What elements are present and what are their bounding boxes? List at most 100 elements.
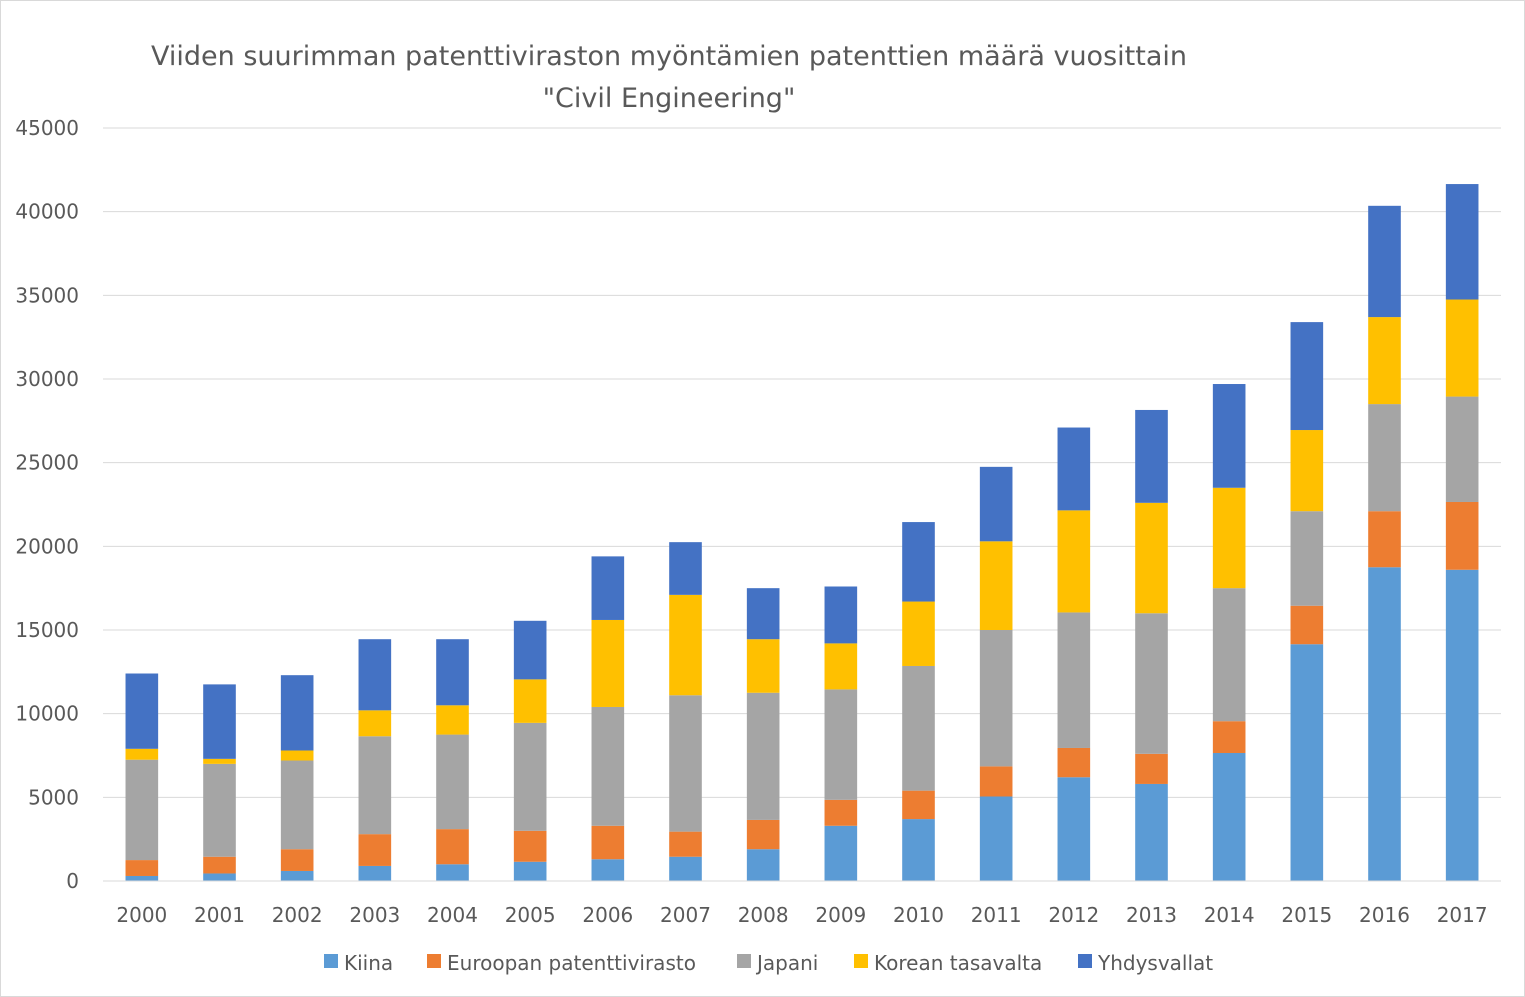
- bar-segment-korean-tasavalta: [280, 750, 314, 761]
- bar-segment-korean-tasavalta: [746, 639, 780, 693]
- bar-segment-japani: [203, 763, 236, 857]
- bar-segment-korean-tasavalta: [1135, 502, 1168, 614]
- chart-title: Viiden suurimman patenttiviraston myöntä…: [151, 41, 1187, 72]
- bar-segment-yhdysvallat: [591, 556, 625, 620]
- bar-segment-euroopan-patenttivirasto: [1290, 605, 1324, 645]
- bar-segment-kiina: [1368, 567, 1401, 881]
- bar-segment-korean-tasavalta: [669, 594, 702, 696]
- bar-segment-kiina: [358, 865, 392, 881]
- bar-segment-korean-tasavalta: [436, 705, 469, 735]
- x-tick-label: 2011: [971, 903, 1022, 927]
- legend-swatch: [427, 954, 441, 968]
- legend-label: Kiina: [344, 951, 393, 975]
- bar-segment-euroopan-patenttivirasto: [591, 825, 625, 860]
- x-tick-label: 2007: [660, 903, 711, 927]
- bar-segment-kiina: [280, 870, 314, 881]
- bar-segment-japani: [591, 706, 625, 826]
- bar-segment-yhdysvallat: [746, 588, 780, 640]
- y-tick-label: 20000: [15, 534, 79, 558]
- bar-segment-yhdysvallat: [902, 522, 935, 602]
- x-axis-ticks: 2000 2001 2002 2003 2004 2005 2006 2007 2008 2009…: [116, 903, 1487, 927]
- legend-label: Euroopan patenttivirasto: [447, 951, 696, 975]
- bar-segment-yhdysvallat: [1368, 205, 1401, 318]
- bar-segment-korean-tasavalta: [125, 748, 159, 760]
- bar-segment-kiina: [1057, 777, 1091, 881]
- bar-segment-kiina: [902, 819, 935, 881]
- bar-segment-euroopan-patenttivirasto: [1212, 721, 1246, 753]
- bar-segment-yhdysvallat: [1057, 427, 1091, 511]
- bar-segment-euroopan-patenttivirasto: [1057, 747, 1091, 778]
- bar-segment-kiina: [1445, 569, 1479, 881]
- x-tick-label: 2010: [893, 903, 944, 927]
- bar-segment-euroopan-patenttivirasto: [902, 790, 935, 820]
- bar-segment-japani: [979, 630, 1013, 767]
- bar-segment-korean-tasavalta: [591, 619, 625, 707]
- bar-segment-korean-tasavalta: [513, 679, 547, 723]
- bar-segment-korean-tasavalta: [1445, 299, 1479, 397]
- x-tick-label: 2015: [1281, 903, 1332, 927]
- legend-swatch: [737, 954, 751, 968]
- bar-segment-euroopan-patenttivirasto: [1445, 501, 1479, 570]
- bar-segment-japani: [280, 760, 314, 850]
- bar-segment-euroopan-patenttivirasto: [513, 830, 547, 862]
- bar-segment-yhdysvallat: [125, 673, 159, 749]
- bar-segment-kiina: [1212, 752, 1246, 881]
- bar-segment-yhdysvallat: [203, 684, 236, 759]
- legend-swatch: [324, 954, 338, 968]
- bar-segment-japani: [125, 759, 159, 861]
- bar-segment-euroopan-patenttivirasto: [824, 799, 858, 826]
- x-tick-label: 2003: [349, 903, 400, 927]
- bar-segment-kiina: [1290, 644, 1324, 881]
- bar-segment-euroopan-patenttivirasto: [669, 831, 702, 857]
- bar-segment-japani: [1212, 588, 1246, 722]
- bar-segment-kiina: [203, 873, 236, 881]
- bar-segment-japani: [1290, 511, 1324, 606]
- x-tick-label: 2014: [1204, 903, 1255, 927]
- legend-swatch: [1078, 954, 1092, 968]
- y-tick-label: 35000: [15, 283, 79, 307]
- bar-segment-korean-tasavalta: [1212, 487, 1246, 589]
- bar-segment-yhdysvallat: [280, 675, 314, 751]
- bar-segment-kiina: [125, 875, 159, 881]
- x-tick-label: 2001: [194, 903, 245, 927]
- bar-segment-japani: [513, 722, 547, 831]
- bar-segment-korean-tasavalta: [1057, 510, 1091, 613]
- gridlines: [103, 127, 1501, 798]
- legend: Kiina Euroopan patenttivirasto Japani Korea…: [324, 951, 1213, 975]
- y-axis-ticks: 0 5000 10000 15000 20000 25000 30000 35000 40000…: [15, 116, 79, 893]
- bar-segment-kiina: [513, 861, 547, 881]
- bar-segment-euroopan-patenttivirasto: [746, 819, 780, 850]
- bar-segment-yhdysvallat: [1445, 184, 1479, 300]
- bar-segment-yhdysvallat: [1212, 384, 1246, 488]
- chart-subtitle: "Civil Engineering": [543, 83, 796, 114]
- bar-segment-kiina: [591, 859, 625, 881]
- bar-segment-yhdysvallat: [1135, 409, 1168, 503]
- x-tick-label: 2005: [505, 903, 556, 927]
- bar-segment-korean-tasavalta: [1368, 317, 1401, 405]
- bar-segment-kiina: [824, 825, 858, 881]
- bar-segment-euroopan-patenttivirasto: [436, 829, 469, 865]
- x-tick-label: 2009: [815, 903, 866, 927]
- bar-segment-korean-tasavalta: [824, 643, 858, 690]
- x-tick-label: 2002: [272, 903, 323, 927]
- x-tick-label: 2006: [582, 903, 633, 927]
- bar-segment-japani: [1135, 613, 1168, 754]
- bar-segment-japani: [669, 695, 702, 832]
- bar-segment-yhdysvallat: [1290, 322, 1324, 431]
- bar-segment-japani: [1057, 612, 1091, 748]
- y-tick-label: 25000: [15, 451, 79, 475]
- legend-label: Japani: [755, 951, 818, 975]
- bar-segment-japani: [1368, 404, 1401, 512]
- y-tick-label: 0: [66, 869, 79, 893]
- bar-segment-kiina: [746, 849, 780, 881]
- bars: [125, 184, 1479, 881]
- y-tick-label: 5000: [28, 785, 79, 809]
- bar-segment-yhdysvallat: [358, 639, 392, 711]
- y-tick-label: 30000: [15, 367, 79, 391]
- bar-segment-kiina: [1135, 783, 1168, 881]
- bar-segment-japani: [824, 689, 858, 800]
- x-tick-label: 2013: [1126, 903, 1177, 927]
- bar-segment-euroopan-patenttivirasto: [125, 860, 159, 876]
- bar-segment-japani: [1445, 396, 1479, 502]
